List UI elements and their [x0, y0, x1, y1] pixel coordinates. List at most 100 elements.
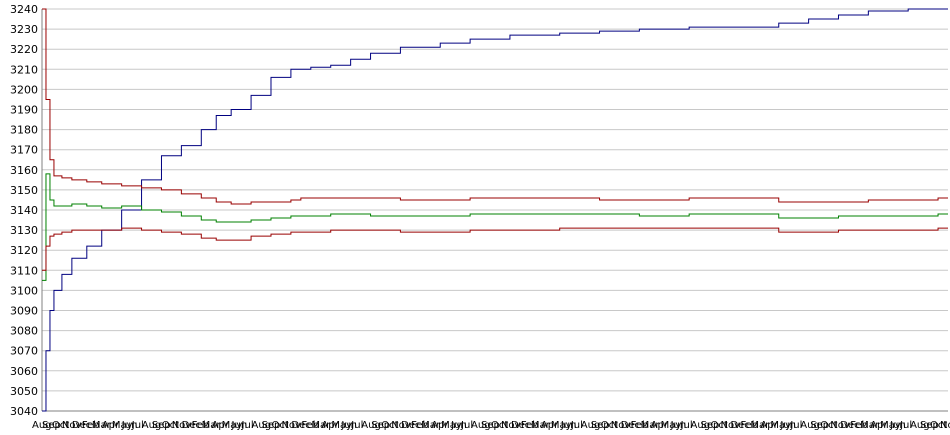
y-tick-label: 3110 — [10, 264, 38, 277]
series-line-3 — [42, 173, 948, 281]
x-tick-label: Sep — [920, 420, 939, 431]
x-tick-label: Jun — [889, 420, 906, 431]
y-tick-label: 3070 — [10, 345, 38, 358]
x-tick-label: Jun — [779, 420, 796, 431]
x-tick-label: Oct — [52, 420, 69, 431]
x-tick-label: May — [331, 420, 352, 431]
x-tick-label: Aug — [800, 420, 820, 431]
x-tick-label: Nov — [62, 420, 82, 431]
x-tick-label: Aug — [691, 420, 711, 431]
x-tick-label: Feb — [192, 420, 210, 431]
x-tick-label: May — [661, 420, 682, 431]
x-tick-label: Sep — [701, 420, 720, 431]
x-tick-label: Dec — [182, 420, 201, 431]
x-tick-label: Sep — [810, 420, 829, 431]
x-tick-label: Feb — [521, 420, 539, 431]
x-tick-label: Oct — [271, 420, 288, 431]
x-tick-label: May — [441, 420, 462, 431]
x-tick-label: Sep — [481, 420, 500, 431]
y-tick-label: 3240 — [10, 3, 38, 16]
y-tick-label: 3040 — [10, 405, 38, 418]
x-tick-label: Jul — [241, 420, 254, 431]
x-tick-label: Apr — [760, 420, 778, 431]
x-tick-label: Feb — [82, 420, 100, 431]
x-tick-label: Jul — [899, 420, 912, 431]
x-tick-label: Jun — [560, 420, 577, 431]
y-tick-label: 3170 — [10, 144, 38, 157]
x-tick-label: Sep — [591, 420, 610, 431]
x-tick-label: Jul — [350, 420, 363, 431]
x-tick-label: Apr — [541, 420, 559, 431]
x-tick-label: Nov — [501, 420, 521, 431]
x-tick-label: Jul — [131, 420, 144, 431]
x-tick-label: May — [112, 420, 133, 431]
series-line-4 — [42, 227, 948, 271]
y-tick-label: 3180 — [10, 124, 38, 137]
x-tick-label: Mar — [202, 420, 222, 431]
x-tick-label: Oct — [381, 420, 398, 431]
x-tick-label: May — [880, 420, 901, 431]
x-tick-label: Apr — [651, 420, 669, 431]
y-tick-label: 3200 — [10, 83, 38, 96]
y-tick-label: 3100 — [10, 284, 38, 297]
y-tick-label: 3210 — [10, 63, 38, 76]
x-tick-label: Oct — [601, 420, 618, 431]
x-tick-label: Apr — [321, 420, 339, 431]
x-tick-label: Dec — [511, 420, 530, 431]
x-tick-label: Aug — [32, 420, 52, 431]
x-tick-label: Mar — [311, 420, 331, 431]
x-tick-label: Apr — [212, 420, 230, 431]
x-tick-label: Sep — [152, 420, 171, 431]
x-tick-label: Jul — [789, 420, 802, 431]
x-tick-label: Apr — [870, 420, 888, 431]
x-tick-label: Nov — [281, 420, 301, 431]
x-tick-label: Jun — [670, 420, 687, 431]
x-tick-label: Jul — [680, 420, 693, 431]
x-tick-label: Jun — [231, 420, 248, 431]
x-tick-label: Dec — [840, 420, 859, 431]
axes — [41, 9, 948, 412]
x-tick-label: Aug — [361, 420, 381, 431]
y-tick-label: 3050 — [10, 385, 38, 398]
x-tick-label: Jun — [450, 420, 467, 431]
x-tick-label: Aug — [910, 420, 930, 431]
x-tick-label: Nov — [172, 420, 192, 431]
y-tick-label: 3160 — [10, 164, 38, 177]
x-tick-label: Jul — [570, 420, 583, 431]
x-tick-label: Aug — [142, 420, 162, 431]
y-tick-label: 3120 — [10, 244, 38, 257]
x-tick-label: Nov — [611, 420, 631, 431]
x-tick-label: Nov — [940, 420, 950, 431]
x-tick-label: Aug — [471, 420, 491, 431]
y-tick-label: 3080 — [10, 325, 38, 338]
y-tick-label: 3190 — [10, 104, 38, 117]
x-tick-label: Mar — [641, 420, 661, 431]
y-tick-labels: 3040 3050 3060 3070 3080 3090 3100 3110 3120 3130… — [10, 3, 38, 418]
x-tick-label: Mar — [860, 420, 880, 431]
x-tick-label: Dec — [621, 420, 640, 431]
x-tick-label: Feb — [850, 420, 868, 431]
x-tick-label: Mar — [421, 420, 441, 431]
x-tick-label: Nov — [720, 420, 740, 431]
x-tick-label: Oct — [711, 420, 728, 431]
x-tick-label: Jun — [340, 420, 357, 431]
series-lines — [42, 8, 948, 412]
x-tick-label: Jul — [460, 420, 473, 431]
x-tick-label: Feb — [301, 420, 319, 431]
x-tick-label: May — [222, 420, 243, 431]
x-tick-label: Feb — [411, 420, 429, 431]
x-tick-label: Aug — [581, 420, 601, 431]
x-tick-label: Sep — [42, 420, 61, 431]
x-tick-label: Sep — [371, 420, 390, 431]
x-tick-label: Dec — [291, 420, 310, 431]
x-tick-label: Feb — [740, 420, 758, 431]
x-tick-label: Feb — [631, 420, 649, 431]
series-line-1 — [42, 8, 948, 412]
x-tick-label: Oct — [930, 420, 947, 431]
x-tick-label: Jun — [121, 420, 138, 431]
x-tick-label: May — [551, 420, 572, 431]
x-tick-label: Mar — [750, 420, 770, 431]
x-tick-label: Mar — [531, 420, 551, 431]
